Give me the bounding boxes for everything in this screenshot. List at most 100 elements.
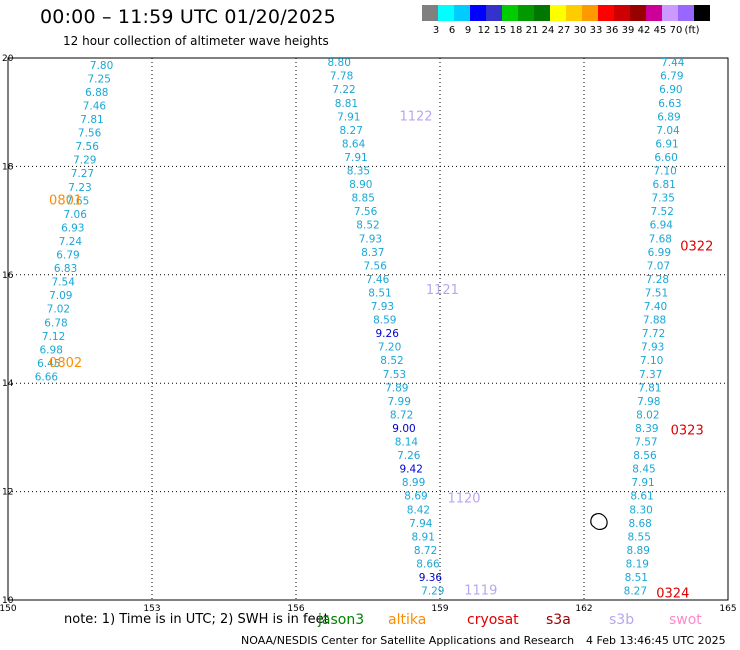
y-tick-label: 16 [2, 271, 14, 281]
colorbar-label: 6 [448, 25, 456, 36]
wave-height-value: 8.85 [352, 193, 375, 205]
colorbar-swatch [438, 5, 454, 21]
wave-height-value: 7.26 [397, 450, 421, 462]
colorbar-swatch [694, 5, 710, 21]
wave-height-value: 6.89 [657, 111, 680, 123]
wave-height-value: 7.91 [631, 477, 654, 489]
wave-height-value: 8.56 [633, 450, 657, 462]
wave-height-value: 7.98 [637, 396, 660, 408]
wave-height-value: 7.23 [68, 182, 91, 194]
wave-height-value: 8.59 [373, 315, 396, 327]
colorbar-swatch [534, 5, 550, 21]
wave-height-value: 7.65 [66, 195, 89, 207]
wave-height-value: 8.27 [624, 586, 647, 598]
wave-height-value: 7.24 [59, 236, 83, 248]
x-tick-label: 165 [719, 604, 736, 614]
wave-height-value: 6.78 [44, 317, 67, 329]
colorbar-swatch [518, 5, 534, 21]
colorbar-label: 36 [605, 25, 619, 36]
legend-altika: altika [388, 612, 427, 628]
wave-height-value: 7.56 [78, 128, 102, 140]
y-tick-label: 18 [2, 162, 14, 172]
wave-height-value: 6.99 [648, 247, 671, 259]
x-tick-label: 153 [143, 604, 160, 614]
wave-height-colorbar: 3 6 9 12 15 18 21 24 27 30 33 36 39 42 45 70 (ft) [422, 5, 710, 39]
colorbar-swatch [566, 5, 582, 21]
wave-height-value: 6.91 [655, 138, 678, 150]
wave-height-value: 8.37 [361, 247, 384, 259]
pass-time-label: 0802 [49, 356, 82, 371]
wave-height-value: 8.69 [404, 491, 427, 503]
legend-s3b: s3b [609, 612, 635, 628]
wave-height-value: 8.19 [626, 558, 649, 570]
colorbar-label: 27 [557, 25, 571, 36]
colorbar-label: 42 [637, 25, 651, 36]
pass-time-label: 0324 [656, 586, 689, 601]
wave-height-value: 7.94 [409, 518, 433, 530]
wave-height-value: 7.37 [639, 369, 662, 381]
colorbar-swatch [502, 5, 518, 21]
colorbar-swatch [678, 5, 694, 21]
wave-height-value: 8.27 [340, 125, 363, 137]
colorbar-label: 21 [525, 25, 539, 36]
wave-height-value: 7.25 [88, 73, 111, 85]
wave-height-value: 7.02 [47, 304, 70, 316]
colorbar-swatch [550, 5, 566, 21]
wave-height-value: 7.53 [383, 369, 406, 381]
x-tick-label: 150 [0, 604, 17, 614]
colorbar-swatch [614, 5, 630, 21]
wave-height-value: 7.93 [641, 342, 664, 354]
wave-height-value: 8.51 [368, 287, 391, 299]
wave-height-value: 8.81 [335, 98, 358, 110]
wave-height-value: 7.89 [385, 382, 408, 394]
wave-height-value: 7.88 [643, 315, 666, 327]
wave-height-value: 8.42 [407, 504, 430, 516]
wave-height-value: 7.44 [661, 57, 685, 69]
colorbar-swatch [470, 5, 486, 21]
wave-height-value: 7.56 [76, 141, 100, 153]
wave-height-value: 8.72 [414, 545, 437, 557]
colorbar-swatch [630, 5, 646, 21]
wave-height-value: 9.00 [392, 423, 415, 435]
pass-time-label: 1119 [464, 584, 497, 599]
wave-height-value: 7.81 [638, 382, 661, 394]
wave-height-value: 7.04 [656, 125, 680, 137]
wave-height-value: 8.45 [632, 464, 655, 476]
wave-height-value: 8.91 [412, 531, 435, 543]
pass-time-label: 1120 [447, 491, 480, 506]
wave-height-value: 8.80 [328, 57, 351, 69]
wave-height-value: 7.81 [80, 114, 103, 126]
wave-height-value: 8.64 [342, 138, 366, 150]
colorbar-swatch [422, 5, 438, 21]
wave-height-value: 8.90 [349, 179, 372, 191]
wave-height-value: 8.14 [395, 437, 419, 449]
wave-height-value: 8.02 [636, 409, 659, 421]
colorbar-label: (ft) [684, 25, 700, 36]
wave-height-value: 6.98 [40, 344, 63, 356]
wave-height-value: 7.52 [651, 206, 674, 218]
wave-height-value: 9.36 [419, 572, 443, 584]
wave-height-value: 8.72 [390, 409, 413, 421]
credit-text: NOAA/NESDIS Center for Satellite Applica… [241, 634, 575, 647]
wave-height-value: 7.40 [644, 301, 667, 313]
wave-height-value: 7.07 [647, 260, 670, 272]
y-tick-label: 12 [2, 488, 13, 498]
colorbar-swatch [662, 5, 678, 21]
wave-height-value: 7.10 [653, 166, 676, 178]
wave-height-value: 6.60 [654, 152, 677, 164]
wave-height-value: 7.06 [64, 209, 88, 221]
y-tick-label: 14 [2, 379, 14, 389]
wave-height-value: 7.12 [42, 331, 65, 343]
wave-height-value: 7.29 [421, 586, 444, 598]
y-tick-label: 10 [2, 596, 14, 606]
pass-time-label: 0322 [680, 239, 713, 254]
wave-height-value: 7.80 [90, 60, 113, 72]
wave-height-value: 6.81 [652, 179, 675, 191]
wave-height-value: 7.99 [388, 396, 411, 408]
pass-time-label: 0323 [671, 424, 704, 439]
generation-timestamp: 4 Feb 13:46:45 UTC 2025 [586, 634, 726, 647]
wave-height-value: 6.63 [658, 98, 681, 110]
wave-height-value: 7.20 [378, 342, 401, 354]
wave-height-value: 8.30 [629, 504, 652, 516]
